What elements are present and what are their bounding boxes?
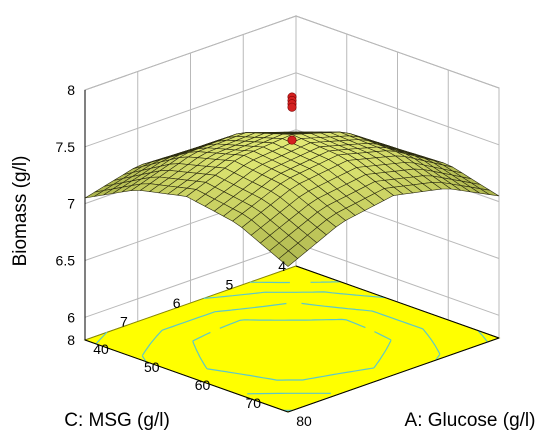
y-tick-label: 8 [67, 332, 75, 348]
y-tick-label: 7 [120, 314, 128, 330]
design-points [287, 92, 297, 145]
floor-edge [287, 337, 500, 413]
x-axis-line [295, 265, 500, 339]
z-tick-label: 7.5 [56, 139, 76, 155]
x-tick-label: 40 [93, 341, 109, 357]
surface-cell [278, 250, 299, 267]
y-tick-label: 5 [226, 277, 234, 293]
floor-contour [249, 281, 341, 284]
y-axis-label: C: MSG (g/l) [64, 410, 170, 431]
z-axis-label: Biomass (g/l) [10, 156, 31, 267]
floor-contour [141, 302, 441, 395]
floor-contour [95, 291, 488, 411]
tick-labels: 6 6.5 7 7.5 8 4 5 6 7 8 40 50 60 70 80 [56, 82, 312, 429]
y-tick-label: 4 [278, 258, 286, 274]
design-point [287, 135, 297, 145]
z-tick-label: 7 [67, 196, 75, 212]
x-axis-label: A: Glucose (g/l) [405, 410, 536, 431]
x-tick-label: 80 [296, 413, 312, 429]
y-tick-label: 6 [173, 295, 181, 311]
design-point [287, 102, 297, 112]
z-tick-label: 6.5 [56, 253, 76, 269]
floor-contour [192, 318, 392, 381]
x-tick-label: 60 [195, 377, 211, 393]
x-tick-label: 50 [144, 359, 160, 375]
floor-edge [84, 339, 289, 413]
response-surface [84, 131, 500, 267]
axis-lines [84, 90, 500, 413]
x-tick-label: 70 [246, 395, 262, 411]
z-tick-label: 6 [67, 309, 75, 325]
z-tick-label: 8 [67, 82, 75, 98]
